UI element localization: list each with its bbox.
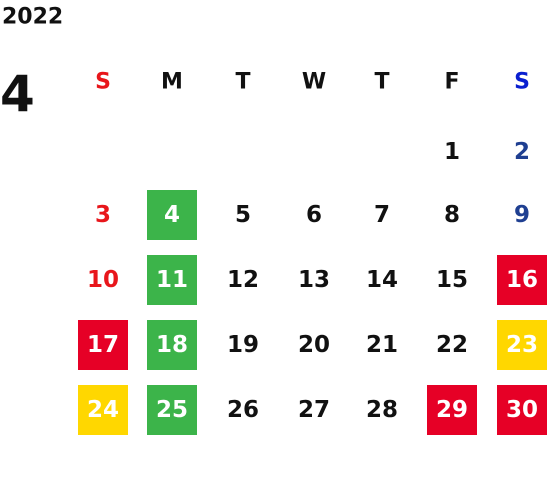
day-number: 13: [298, 267, 330, 293]
weekday-label: T: [374, 70, 389, 95]
day-number: 1: [444, 139, 460, 165]
day-highlight: [147, 320, 197, 370]
day-number: 6: [306, 202, 322, 228]
weekday-label: S: [514, 70, 530, 95]
day-highlight: [427, 385, 477, 435]
day-number: 26: [227, 397, 259, 423]
day-highlight: [147, 255, 197, 305]
day-number: 8: [444, 202, 460, 228]
day-number: 10: [87, 267, 119, 293]
day-highlight: [497, 255, 547, 305]
weekday-label: T: [235, 70, 250, 95]
day-number: 20: [298, 332, 330, 358]
day-highlight: [147, 190, 197, 240]
day-highlight: [147, 385, 197, 435]
day-number: 23: [506, 332, 538, 358]
day-number: 27: [298, 397, 330, 423]
day-highlight: [497, 385, 547, 435]
day-number: 30: [506, 397, 538, 423]
day-number: 17: [87, 332, 119, 358]
day-number: 14: [366, 267, 398, 293]
day-number: 29: [436, 397, 468, 423]
day-number: 18: [156, 332, 188, 358]
day-number: 9: [514, 202, 530, 228]
weekday-label: W: [302, 70, 326, 95]
day-number: 25: [156, 397, 188, 423]
day-highlight: [497, 320, 547, 370]
day-number: 24: [87, 397, 119, 423]
day-number: 22: [436, 332, 468, 358]
day-number: 11: [156, 267, 188, 293]
day-number: 3: [95, 202, 111, 228]
weekday-label: M: [161, 70, 183, 95]
day-number: 2: [514, 139, 530, 165]
day-number: 15: [436, 267, 468, 293]
day-highlight: [78, 385, 128, 435]
day-number: 19: [227, 332, 259, 358]
day-number: 7: [374, 202, 390, 228]
month: 4: [0, 65, 35, 123]
day-number: 5: [235, 202, 251, 228]
day-number: 28: [366, 397, 398, 423]
day-highlight: [78, 320, 128, 370]
weekday-label: S: [95, 70, 111, 95]
day-number: 16: [506, 267, 538, 293]
weekday-label: F: [444, 70, 459, 95]
day-number: 21: [366, 332, 398, 358]
day-number: 12: [227, 267, 259, 293]
year: 2022: [2, 5, 63, 30]
day-number: 4: [164, 202, 180, 228]
